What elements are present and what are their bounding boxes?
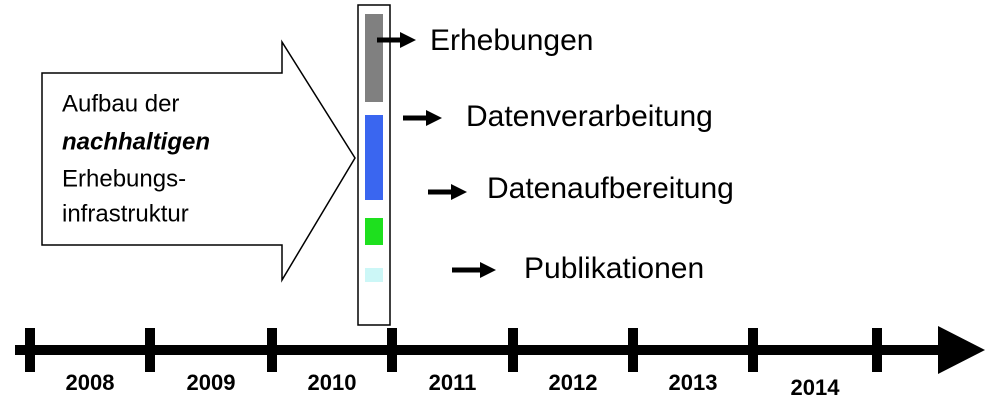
timeline-ticks: 2008 2009 2010 2011 2012 2013 2014 <box>25 328 882 400</box>
step-label: Publikationen <box>524 252 704 285</box>
phase-bar <box>365 268 383 282</box>
year-label: 2011 <box>429 370 477 395</box>
step-label: Datenverarbeitung <box>466 100 713 133</box>
year-label: 2014 <box>791 375 841 400</box>
year-label: 2008 <box>66 370 115 395</box>
tick <box>748 328 758 372</box>
callout-line: Aufbau der <box>62 90 179 117</box>
tick <box>25 328 35 372</box>
phase-bar <box>365 14 383 102</box>
tick <box>267 328 277 372</box>
tick <box>145 328 155 372</box>
callout-line: nachhaltigen <box>62 128 210 155</box>
step-label: Datenaufbereitung <box>487 172 734 205</box>
callout-line: infrastruktur <box>62 200 189 227</box>
step-label: Erhebungen <box>430 24 593 57</box>
year-label: 2013 <box>669 370 718 395</box>
phase-bar <box>365 115 383 200</box>
phase-bar <box>365 218 383 245</box>
tick <box>872 328 882 372</box>
callout-line: Erhebungs- <box>62 165 186 192</box>
timeline <box>15 326 985 374</box>
year-label: 2012 <box>549 370 598 395</box>
year-label: 2009 <box>187 370 236 395</box>
tick <box>628 328 638 372</box>
tick <box>387 328 397 372</box>
callout-arrow <box>41 39 356 283</box>
step-arrows <box>377 32 496 278</box>
tick <box>508 328 518 372</box>
year-label: 2010 <box>308 370 357 395</box>
